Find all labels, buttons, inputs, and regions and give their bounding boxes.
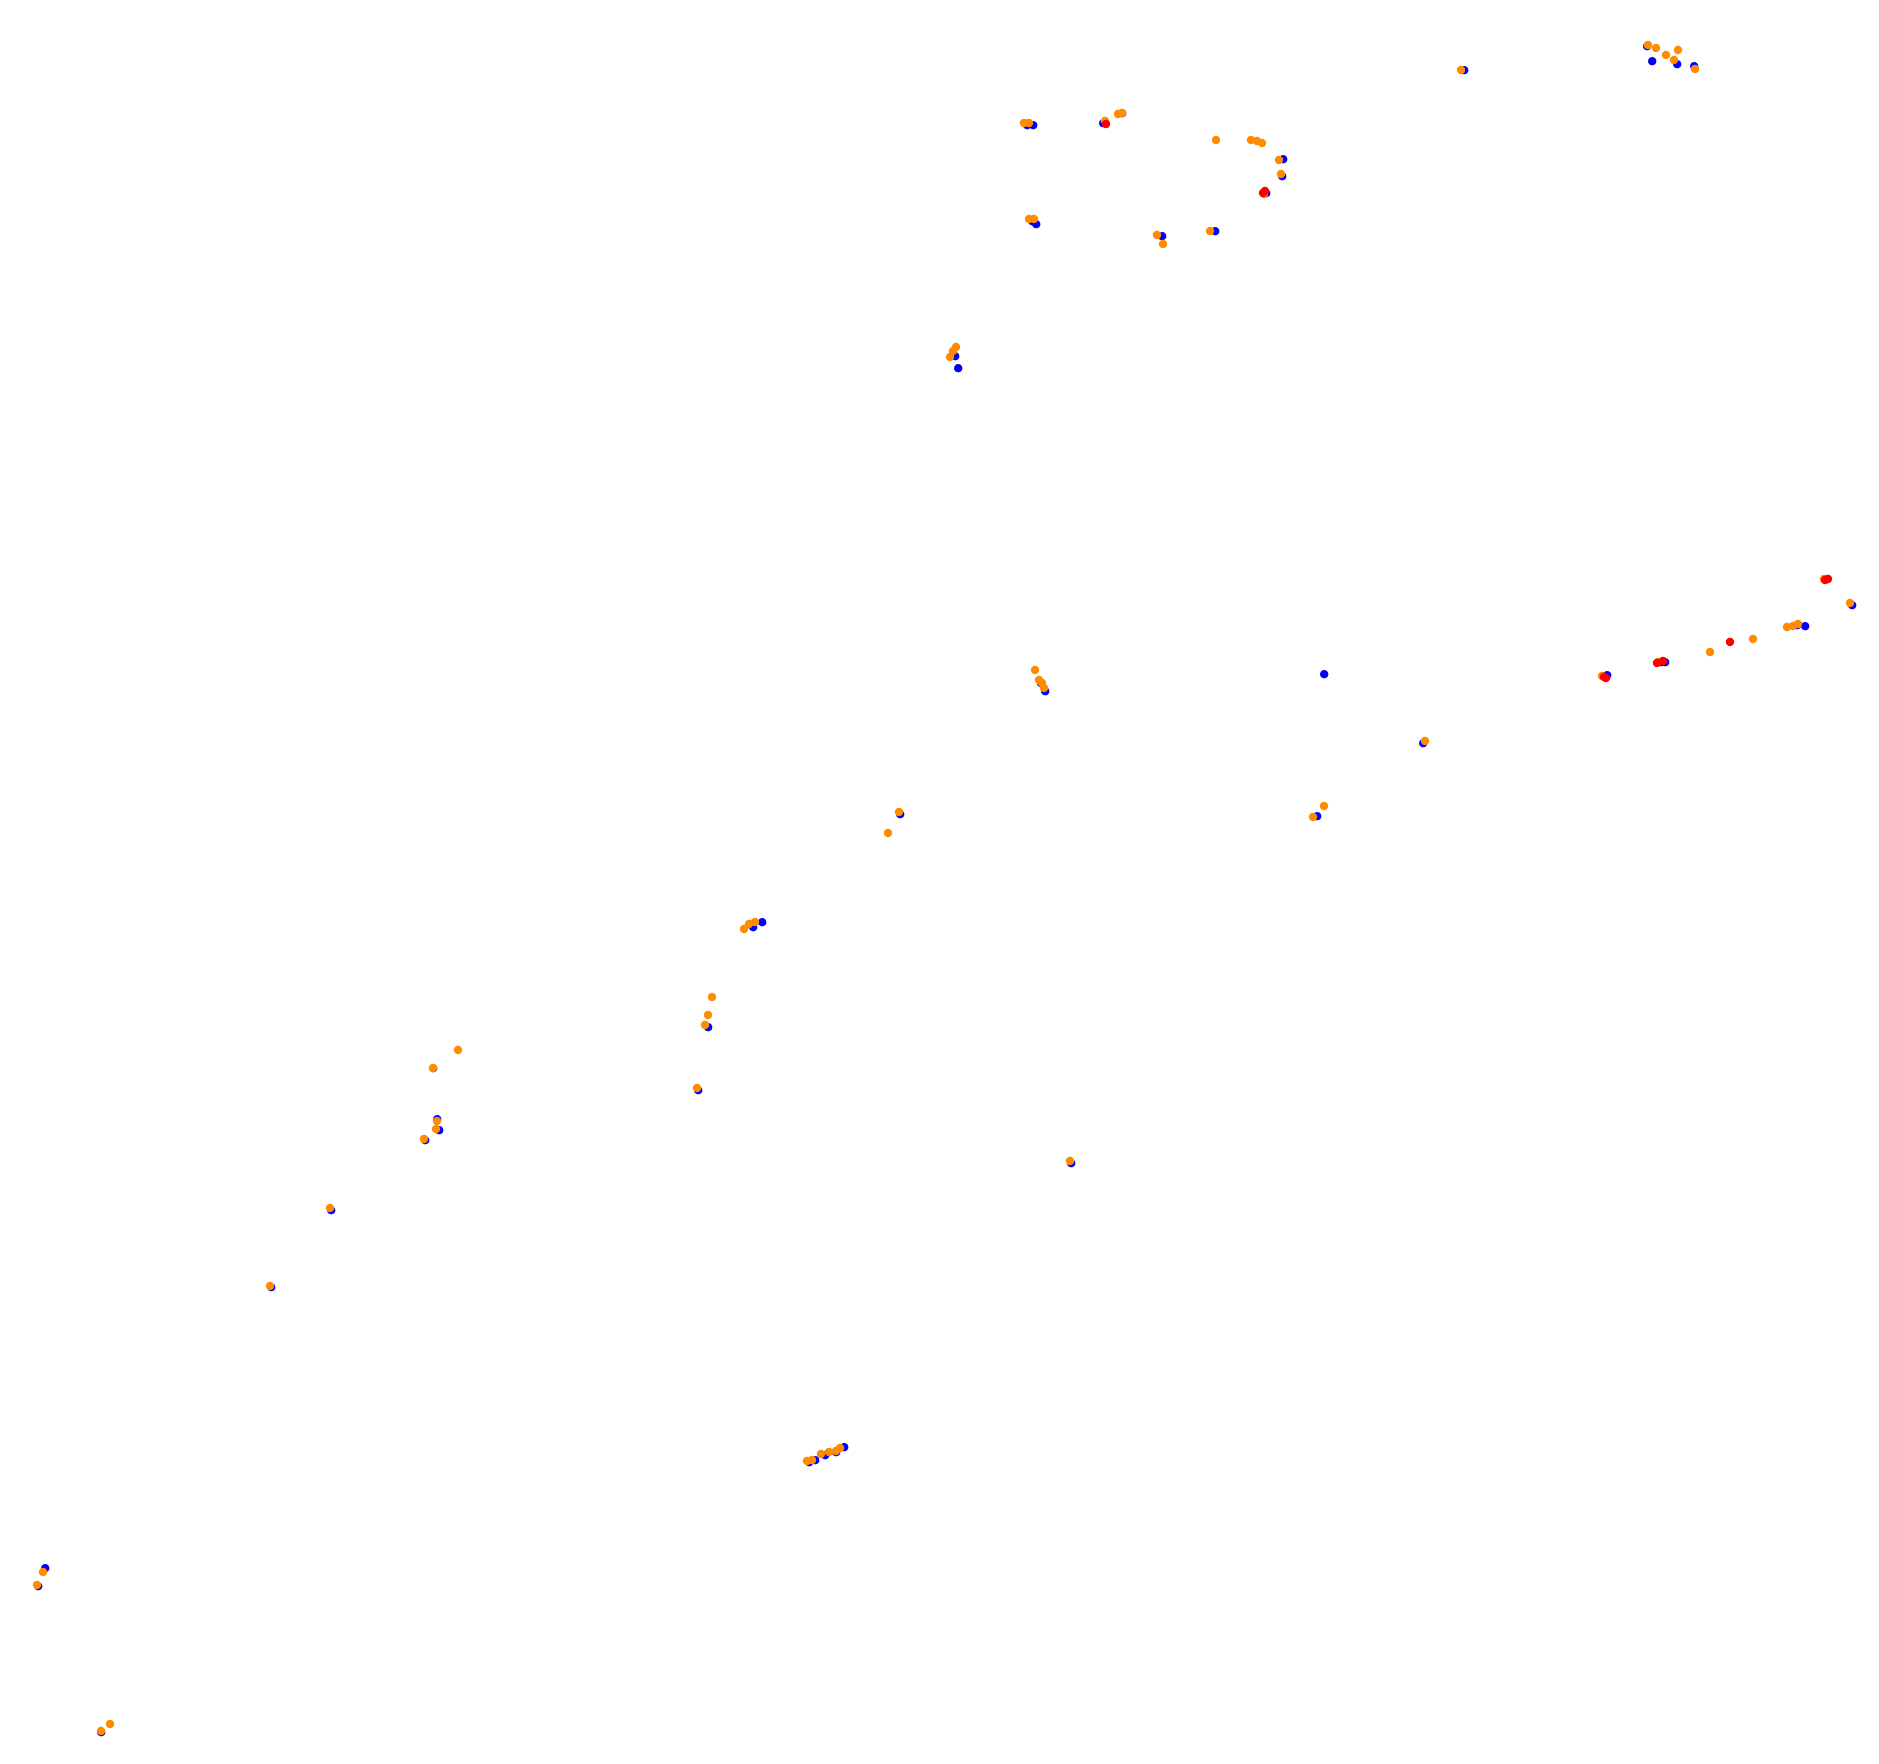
red-point (1658, 656, 1668, 666)
orange-point (1420, 736, 1430, 746)
orange-point (1673, 45, 1683, 55)
orange-point (1276, 169, 1286, 179)
orange-point (1669, 55, 1679, 65)
orange-point (1065, 1156, 1075, 1166)
orange-point (432, 1116, 442, 1126)
orange-point (1117, 108, 1127, 118)
orange-point (1845, 598, 1855, 608)
orange-point (1748, 634, 1758, 644)
orange-point (428, 1063, 438, 1073)
blue-point (1648, 57, 1657, 66)
orange-point (96, 1726, 106, 1736)
points-layer (32, 40, 1857, 1737)
blue-point (954, 364, 963, 373)
orange-point (1643, 40, 1653, 50)
orange-point (1030, 665, 1040, 675)
orange-point (1205, 226, 1215, 236)
orange-point (1319, 801, 1329, 811)
blue-point (1801, 622, 1810, 631)
orange-point (1274, 155, 1284, 165)
orange-point (1705, 647, 1715, 657)
red-point (1820, 575, 1830, 585)
blue-point (1320, 670, 1329, 679)
orange-point (453, 1045, 463, 1055)
red-point (1101, 119, 1111, 129)
orange-point (1152, 230, 1162, 240)
orange-point (835, 1443, 845, 1453)
orange-point (1039, 683, 1049, 693)
orange-point (1029, 214, 1039, 224)
orange-point (1257, 138, 1267, 148)
orange-point (1211, 135, 1221, 145)
orange-point (692, 1083, 702, 1093)
orange-point (807, 1455, 817, 1465)
orange-point (265, 1281, 275, 1291)
orange-point (824, 1447, 834, 1457)
orange-point (431, 1124, 441, 1134)
red-point (1725, 637, 1735, 647)
orange-point (816, 1449, 826, 1459)
orange-point (1793, 619, 1803, 629)
orange-point (105, 1719, 115, 1729)
orange-point (1456, 65, 1466, 75)
orange-point (419, 1134, 429, 1144)
orange-point (883, 828, 893, 838)
orange-point (1024, 118, 1034, 128)
red-point (1599, 672, 1609, 682)
orange-point (1158, 239, 1168, 249)
orange-point (1661, 50, 1671, 60)
orange-point (951, 342, 961, 352)
orange-point (894, 807, 904, 817)
orange-point (1308, 812, 1318, 822)
orange-point (700, 1020, 710, 1030)
orange-point (32, 1580, 42, 1590)
orange-point (703, 1010, 713, 1020)
orange-point (325, 1203, 335, 1213)
orange-point (707, 992, 717, 1002)
blue-point (758, 918, 767, 927)
orange-point (1651, 43, 1661, 53)
orange-point (750, 917, 760, 927)
orange-point (38, 1567, 48, 1577)
orange-point (1690, 64, 1700, 74)
red-point (1260, 186, 1270, 196)
